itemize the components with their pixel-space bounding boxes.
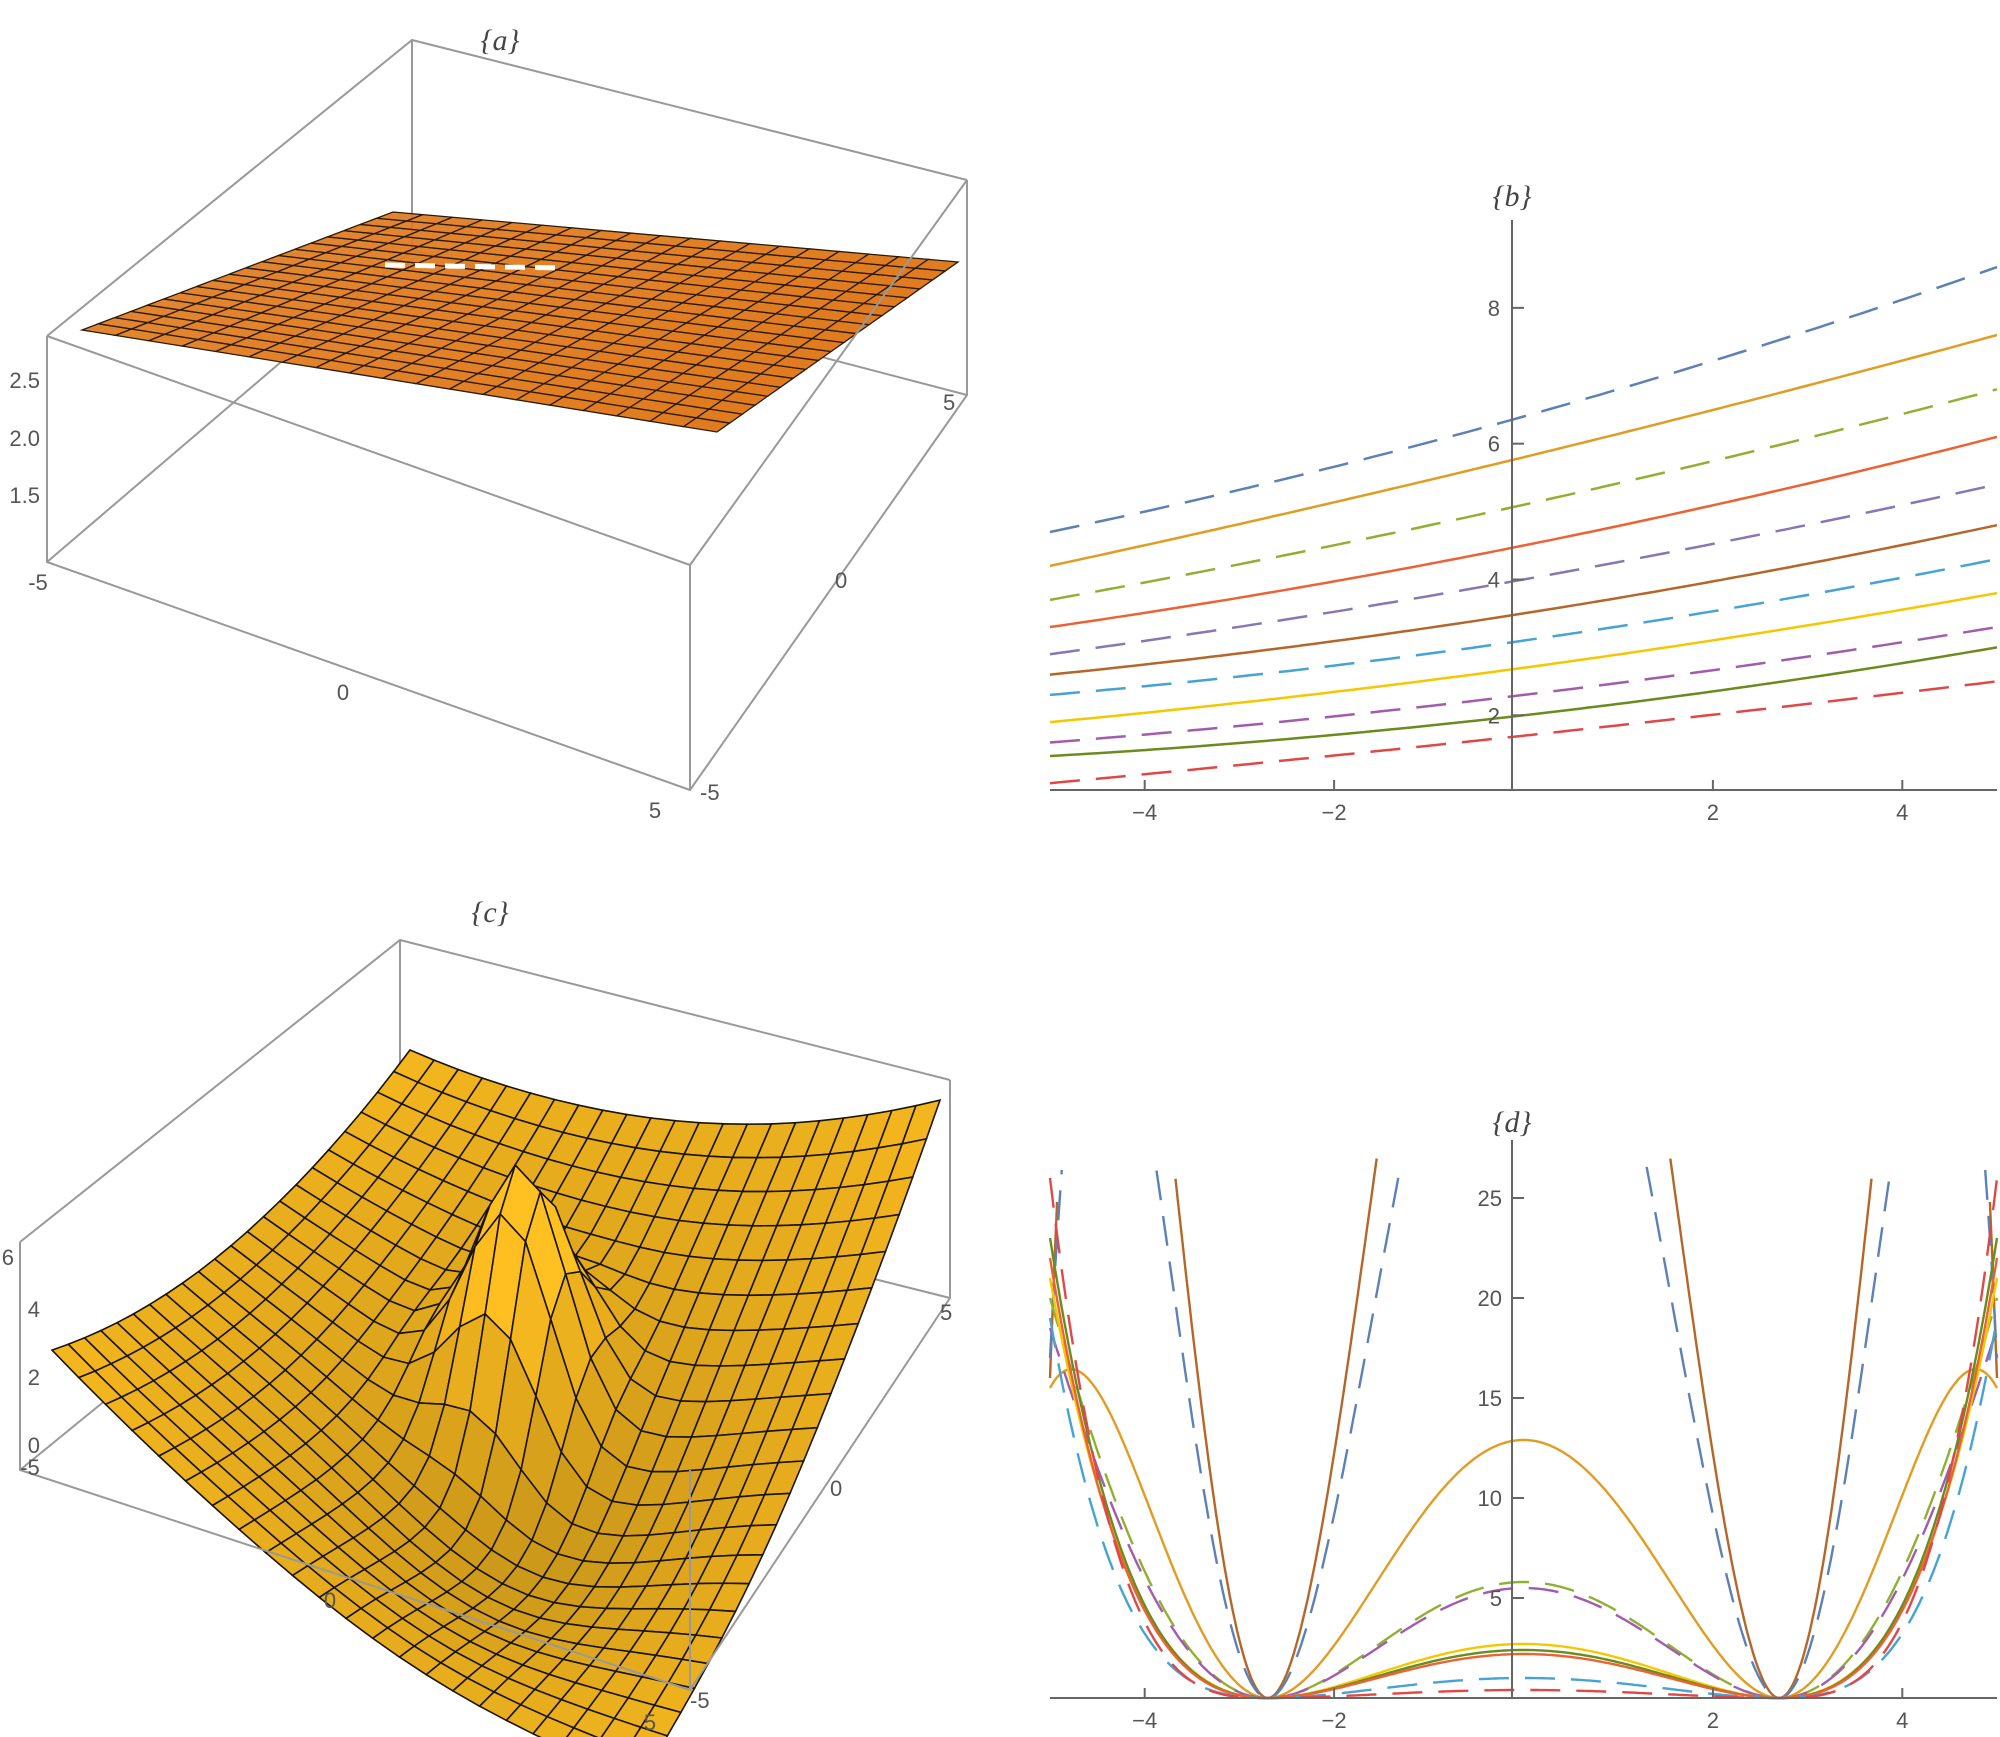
series-group-d bbox=[1048, 1158, 1999, 1700]
tick-label: 1.5 bbox=[9, 483, 40, 508]
series-line-9 bbox=[1049, 646, 1998, 758]
surface-plot-c: {c} 0 2 4 6 -5 0 5 -5 0 5 bbox=[2, 896, 953, 1737]
tick-label: 0 bbox=[337, 680, 349, 705]
surface-mesh-a bbox=[79, 211, 960, 433]
tick-label: 2.5 bbox=[9, 368, 40, 393]
series-group-b bbox=[1049, 265, 1998, 785]
plot-title-b: {b} bbox=[1493, 180, 1532, 213]
series-line-0 bbox=[1049, 265, 1998, 534]
axes-d bbox=[1050, 1140, 1997, 1699]
tick-label: 5 bbox=[649, 798, 661, 823]
tick-label: -5 bbox=[690, 1688, 710, 1713]
tick-label: −2 bbox=[1322, 800, 1347, 825]
tick-label: 4 bbox=[1896, 800, 1908, 825]
tick-label: 15 bbox=[1478, 1386, 1502, 1411]
highlight-dashes-a bbox=[384, 262, 566, 271]
tick-label: 0 bbox=[835, 568, 847, 593]
tick-label: −4 bbox=[1132, 800, 1157, 825]
tick-label: -5 bbox=[28, 570, 48, 595]
tick-label: 2.0 bbox=[9, 426, 40, 451]
series-line-7 bbox=[1048, 1257, 1999, 1700]
tick-label: 8 bbox=[1488, 296, 1500, 321]
series-line-1 bbox=[1049, 333, 1998, 568]
line-plot-b: {b} −4 −2 2 4 2 4 6 8 bbox=[1049, 180, 1998, 825]
series-line-5 bbox=[1049, 523, 1998, 676]
tick-label: 5 bbox=[644, 1710, 656, 1735]
series-line-8 bbox=[1048, 1317, 1999, 1700]
bounding-box-front bbox=[46, 179, 968, 792]
series-line-1 bbox=[1048, 1166, 1999, 1700]
surface-mesh-c bbox=[50, 1049, 942, 1737]
line-plot-d: {d} −4 −2 2 4 5 10 15 20 25 bbox=[1048, 1106, 1999, 1733]
tick-label: 5 bbox=[943, 390, 955, 415]
tick-label: −2 bbox=[1322, 1708, 1347, 1733]
bounding-box-front-c bbox=[19, 1080, 951, 1692]
tick-label: 2 bbox=[1488, 703, 1500, 728]
axes-b bbox=[1050, 220, 1997, 791]
plot-title-d: {d} bbox=[1493, 1106, 1532, 1139]
surface-cell bbox=[913, 258, 960, 272]
tick-label: 2 bbox=[1707, 1708, 1719, 1733]
ticks-b: −4 −2 2 4 2 4 6 8 bbox=[1132, 296, 1908, 825]
series-line-6 bbox=[1049, 557, 1998, 697]
series-line-10 bbox=[1049, 680, 1998, 785]
series-line-8 bbox=[1049, 625, 1998, 744]
ticks-c: 0 2 4 6 -5 0 5 -5 0 5 bbox=[2, 1245, 953, 1735]
series-line-4 bbox=[1049, 483, 1998, 656]
surface-plot-a: {a} 1.5 2.0 2.5 -5 0 5 -5 0 5 bbox=[9, 24, 968, 823]
tick-label: 6 bbox=[2, 1245, 14, 1270]
tick-label: 4 bbox=[1896, 1708, 1908, 1733]
series-line-2 bbox=[1049, 388, 1998, 602]
plot-title-a: {a} bbox=[481, 24, 520, 57]
tick-label: 0 bbox=[830, 1476, 842, 1501]
tick-label: 5 bbox=[940, 1300, 952, 1325]
ticks-a: 1.5 2.0 2.5 -5 0 5 -5 0 5 bbox=[9, 368, 955, 823]
tick-label: −4 bbox=[1132, 1708, 1157, 1733]
surface-cell bbox=[565, 1726, 599, 1737]
tick-label: 20 bbox=[1478, 1286, 1502, 1311]
series-line-7 bbox=[1049, 591, 1998, 724]
tick-label: 6 bbox=[1488, 432, 1500, 457]
tick-label: 4 bbox=[1488, 567, 1500, 592]
series-line-3 bbox=[1049, 435, 1998, 629]
ticks-d: −4 −2 2 4 5 10 15 20 25 bbox=[1132, 1186, 1908, 1733]
plot-title-c: {c} bbox=[471, 896, 508, 929]
series-line-5 bbox=[1048, 1277, 1999, 1700]
surface-cell bbox=[633, 1726, 669, 1737]
series-line-4 bbox=[1048, 1327, 1999, 1700]
series-line-0 bbox=[1048, 1158, 1999, 1700]
tick-label: -5 bbox=[700, 780, 720, 805]
tick-label: 25 bbox=[1478, 1186, 1502, 1211]
tick-label: 5 bbox=[1490, 1586, 1502, 1611]
tick-label: -5 bbox=[20, 1455, 40, 1480]
tick-label: 0 bbox=[324, 1588, 336, 1613]
series-line-9 bbox=[1048, 1177, 1999, 1700]
tick-label: 0 bbox=[28, 1433, 40, 1458]
tick-label: 2 bbox=[28, 1365, 40, 1390]
tick-label: 2 bbox=[1707, 800, 1719, 825]
series-line-2 bbox=[1048, 1367, 1999, 1700]
series-line-6 bbox=[1048, 1237, 1999, 1700]
tick-label: 10 bbox=[1478, 1486, 1502, 1511]
tick-label: 4 bbox=[28, 1297, 40, 1322]
